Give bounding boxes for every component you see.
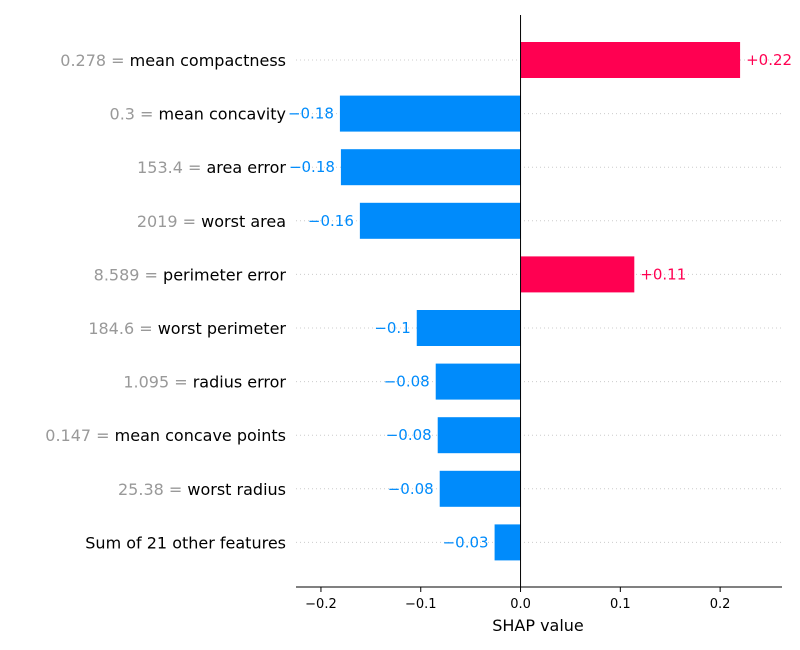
- feature-label: 184.6 = worst perimeter: [88, 319, 286, 338]
- bar-value-label: −0.1: [374, 319, 410, 337]
- x-axis: −0.2 −0.1 0.0 0.1 0.2: [296, 586, 782, 612]
- x-tick-label: 0.0: [510, 597, 531, 612]
- bar-value-label: −0.08: [386, 426, 432, 444]
- bar-value-label: +0.22: [746, 51, 792, 69]
- shap-bar: [520, 42, 741, 78]
- feature-value: 184.6 =: [88, 319, 157, 338]
- feature-name: mean compactness: [130, 51, 286, 70]
- shap-bar: [340, 149, 521, 186]
- bars: [339, 42, 741, 561]
- feature-value: 0.3 =: [110, 105, 159, 124]
- bar-value-label: −0.08: [388, 480, 434, 498]
- feature-label: Sum of 21 other features: [85, 533, 286, 552]
- shap-bar: [494, 524, 521, 561]
- feature-name: worst radius: [187, 480, 286, 499]
- feature-value: 153.4 =: [137, 158, 206, 177]
- feature-name: mean concavity: [159, 105, 286, 124]
- feature-label: 0.278 = mean compactness: [60, 51, 286, 70]
- feature-name: Sum of 21 other features: [85, 533, 286, 552]
- feature-name: worst area: [201, 212, 286, 231]
- feature-label: 1.095 = radius error: [123, 373, 286, 392]
- x-axis-label: SHAP value: [492, 616, 584, 635]
- shap-bar: [439, 470, 521, 507]
- feature-label: 0.147 = mean concave points: [45, 426, 286, 445]
- feature-label: 8.589 = perimeter error: [94, 265, 287, 284]
- shap-bar: [339, 95, 521, 132]
- feature-value: 0.147 =: [45, 426, 114, 445]
- bar-value-label: +0.11: [640, 265, 686, 283]
- feature-name: area error: [207, 158, 287, 177]
- feature-label: 153.4 = area error: [137, 158, 286, 177]
- shap-bar: [435, 363, 521, 400]
- shap-bar: [437, 417, 521, 454]
- bar-value-label: −0.08: [384, 373, 430, 391]
- x-tick-label: −0.1: [405, 597, 437, 612]
- feature-label: 2019 = worst area: [137, 212, 286, 231]
- feature-value: 1.095 =: [123, 373, 192, 392]
- x-tick-label: 0.1: [610, 597, 631, 612]
- feature-name: perimeter error: [163, 265, 286, 284]
- bar-value-label: −0.18: [288, 105, 334, 123]
- feature-value: 0.278 =: [60, 51, 129, 70]
- x-tick-label: 0.2: [710, 597, 731, 612]
- row-gridlines: [296, 59, 782, 543]
- bar-value-label: −0.16: [308, 212, 354, 230]
- feature-labels: 0.278 = mean compactness 0.3 = mean conca…: [45, 51, 286, 552]
- feature-value: 8.589 =: [94, 265, 163, 284]
- feature-value: 2019 =: [137, 212, 201, 231]
- feature-name: mean concave points: [115, 426, 286, 445]
- shap-bar: [520, 256, 635, 293]
- bar-value-label: −0.03: [443, 533, 489, 551]
- feature-name: worst perimeter: [158, 319, 287, 338]
- feature-label: 0.3 = mean concavity: [110, 105, 286, 124]
- x-tick-label: −0.2: [305, 597, 337, 612]
- shap-bar: [359, 202, 521, 239]
- shap-bar: [416, 310, 521, 346]
- feature-value: 25.38 =: [118, 480, 187, 499]
- feature-name: radius error: [193, 373, 287, 392]
- value-labels: +0.22 −0.18 −0.18 −0.16 +0.11 −0.1 −0.08 −0.08 −…: [288, 51, 792, 551]
- feature-label: 25.38 = worst radius: [118, 480, 286, 499]
- bar-value-label: −0.18: [289, 158, 335, 176]
